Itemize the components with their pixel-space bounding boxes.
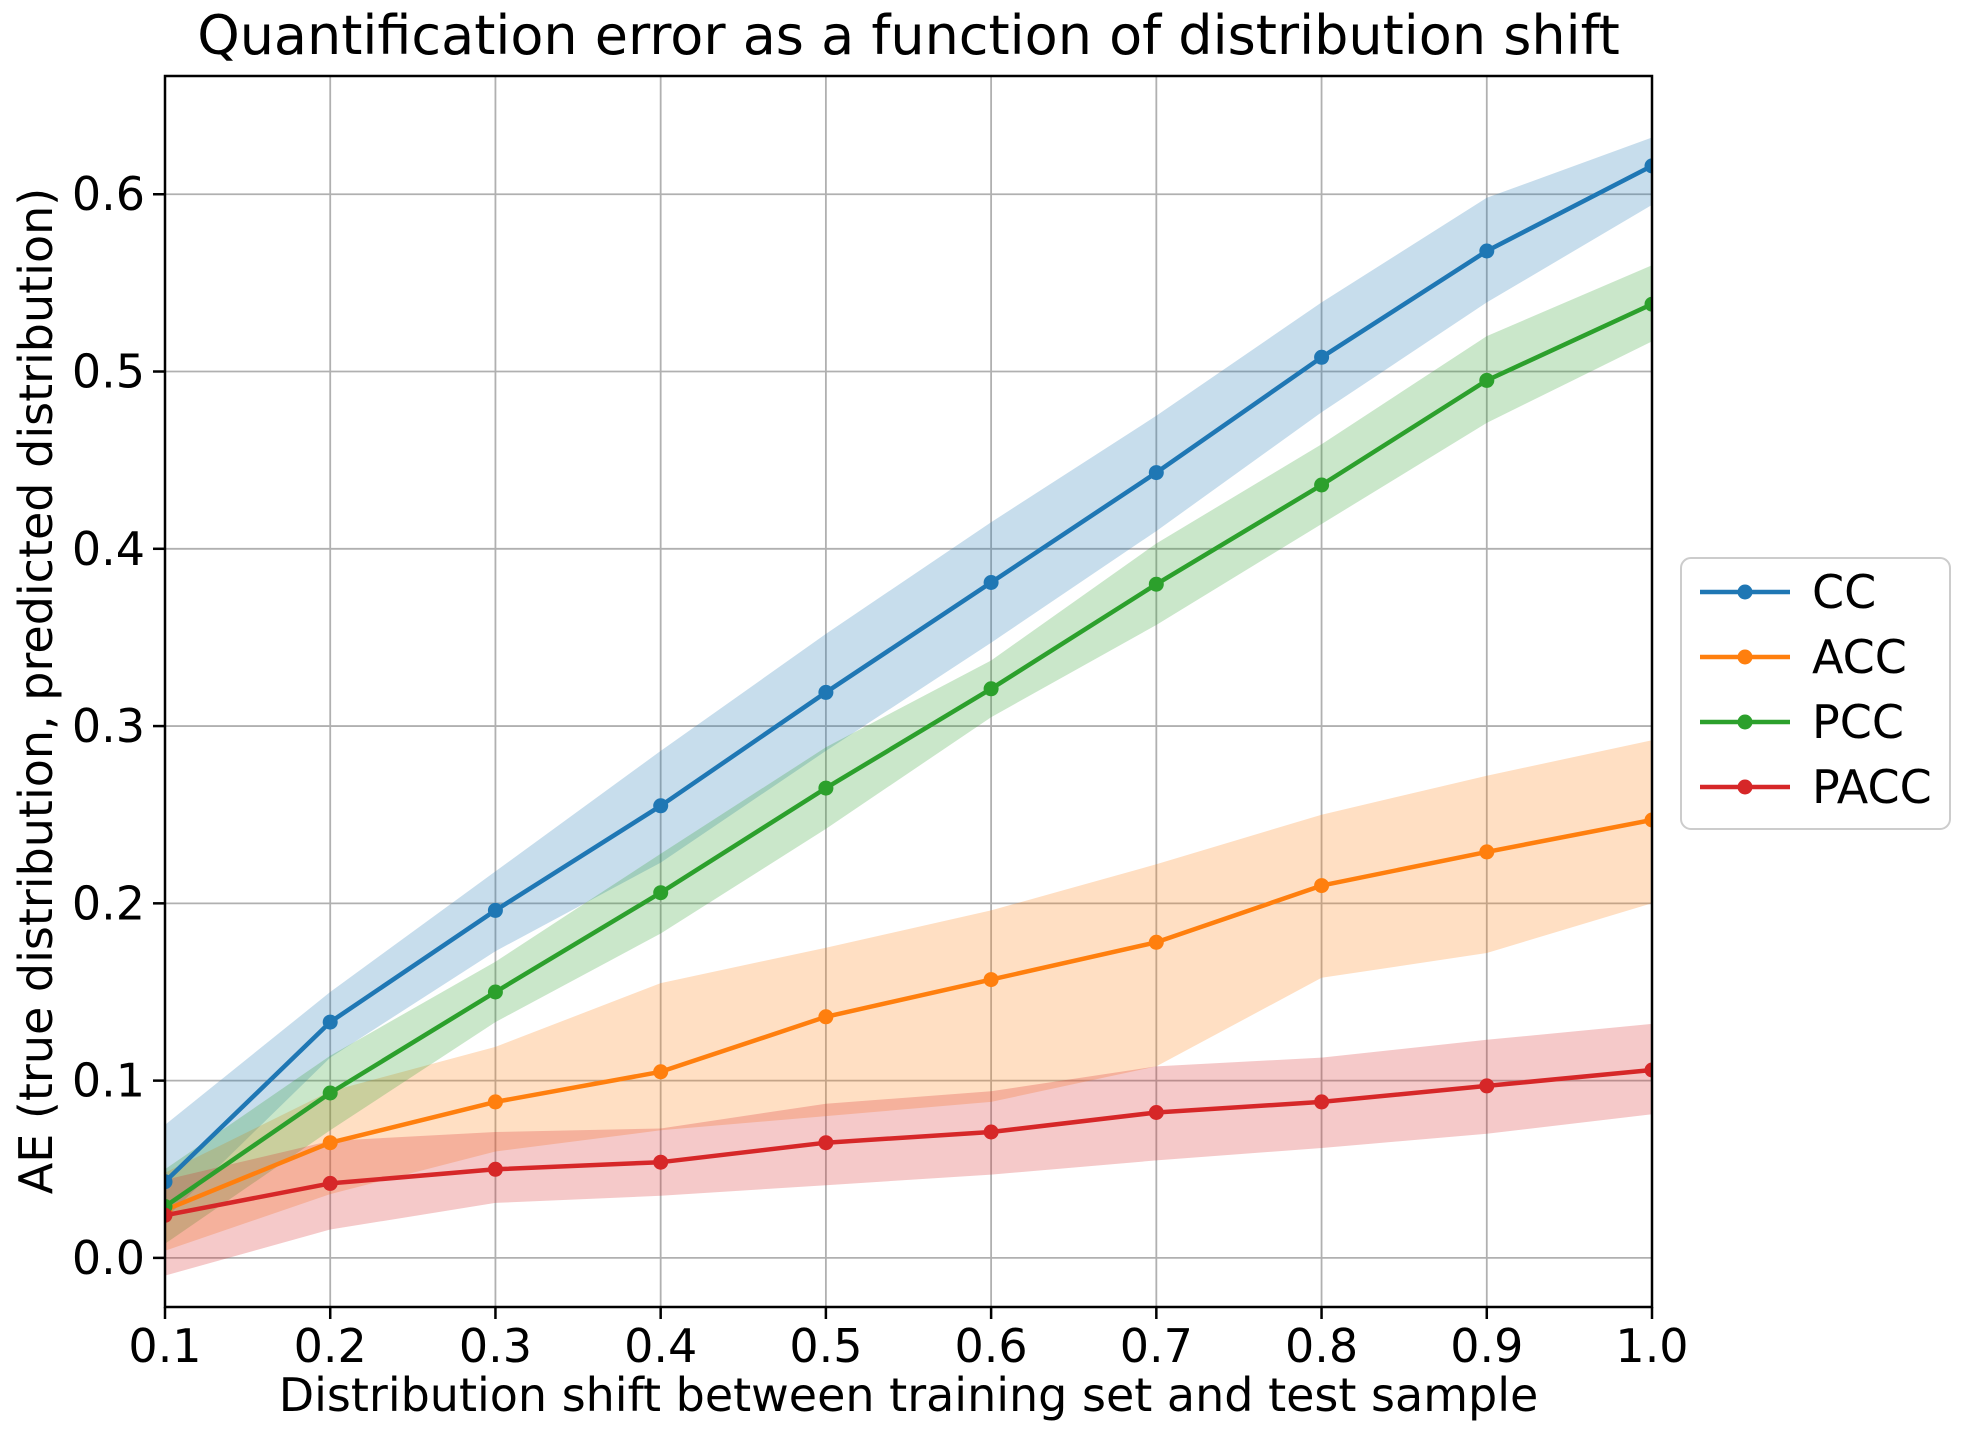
data-point-cc — [818, 684, 834, 700]
data-point-pcc — [1314, 477, 1330, 493]
x-axis-label: Distribution shift between training set … — [278, 1368, 1539, 1422]
legend-box — [1680, 557, 1951, 830]
y-tick-label: 0.4 — [72, 522, 145, 576]
data-point-pacc — [487, 1161, 503, 1177]
data-point-acc — [983, 972, 999, 988]
series-cc — [165, 158, 1652, 1190]
data-point-pacc — [1148, 1105, 1164, 1120]
legend-item-pacc: PACC — [1700, 760, 1932, 814]
data-point-pacc — [1644, 1062, 1652, 1078]
data-point-cc — [165, 1174, 173, 1190]
legend-label: ACC — [1812, 630, 1907, 684]
legend-marker — [1737, 649, 1753, 665]
x-tick-label: 0.1 — [128, 1319, 201, 1373]
data-point-acc — [1644, 812, 1652, 828]
data-point-acc — [1479, 844, 1495, 860]
data-point-cc — [322, 1014, 338, 1030]
series-line-cc — [165, 163, 1652, 1184]
data-point-acc — [1148, 934, 1164, 950]
data-point-cc — [1479, 243, 1495, 259]
data-point-cc — [983, 575, 999, 590]
series-band-cc — [165, 137, 1652, 1219]
series-lines — [165, 158, 1652, 1223]
data-point-pacc — [322, 1175, 338, 1191]
data-point-pcc — [983, 681, 999, 697]
x-tick-label: 0.4 — [624, 1319, 697, 1373]
legend-marker — [1737, 584, 1753, 600]
x-tick-label: 0.6 — [955, 1319, 1028, 1373]
x-tick-label: 1.0 — [1615, 1319, 1688, 1373]
data-point-pacc — [653, 1154, 669, 1170]
x-tick-label: 0.9 — [1450, 1319, 1523, 1373]
x-tick-label: 0.8 — [1285, 1319, 1358, 1373]
x-tick-label: 0.5 — [789, 1319, 862, 1373]
y-tick-label: 0.1 — [72, 1054, 145, 1108]
data-point-acc — [487, 1094, 503, 1110]
legend-item-acc: ACC — [1700, 630, 1907, 684]
series-acc — [165, 812, 1652, 1218]
plot-border — [163, 74, 1654, 1309]
data-point-pcc — [1148, 576, 1164, 592]
y-tick-label: 0.0 — [72, 1231, 145, 1285]
x-tick-label: 0.7 — [1120, 1319, 1193, 1373]
y-tick-label: 0.6 — [72, 167, 145, 221]
x-tick-label: 0.3 — [459, 1319, 532, 1373]
data-point-pcc — [818, 780, 834, 796]
axes — [153, 74, 1654, 1319]
legend-item-pcc: PCC — [1700, 695, 1904, 749]
data-point-acc — [322, 1135, 338, 1151]
series-line-acc — [165, 817, 1652, 1213]
data-point-pacc — [1479, 1078, 1495, 1094]
data-point-pacc — [818, 1135, 834, 1151]
series-pcc — [165, 296, 1652, 1214]
confidence-bands — [165, 137, 1652, 1276]
chart-title: Quantification error as a function of di… — [197, 4, 1620, 67]
data-point-acc — [818, 1009, 834, 1025]
data-point-pacc — [1314, 1094, 1330, 1110]
data-point-pcc — [487, 984, 503, 1000]
series-pacc — [165, 1062, 1652, 1223]
data-point-pcc — [322, 1085, 338, 1101]
data-point-pacc — [165, 1207, 173, 1223]
data-point-pcc — [1479, 372, 1495, 388]
series-band-pacc — [165, 1023, 1652, 1276]
y-tick-label: 0.3 — [72, 699, 145, 753]
legend-item-cc: CC — [1700, 565, 1876, 619]
y-tick-label: 0.2 — [72, 876, 145, 930]
series-line-pcc — [165, 301, 1652, 1209]
legend: CC ACC PCC PACC — [1680, 557, 1951, 830]
series-band-acc — [165, 740, 1652, 1251]
data-point-cc — [487, 902, 503, 918]
data-point-acc — [653, 1064, 669, 1080]
data-point-cc — [653, 798, 669, 814]
tick-labels: 0.1 0.2 0.3 0.4 0.5 0.6 0.7 0.8 0.9 1.0 0.0 0.1 0.2 0… — [72, 167, 1689, 1373]
legend-marker — [1737, 714, 1753, 730]
legend-label: PCC — [1812, 695, 1904, 749]
series-line-pacc — [165, 1067, 1652, 1218]
data-point-pcc — [1644, 296, 1652, 312]
data-point-cc — [1644, 158, 1652, 174]
data-point-pacc — [983, 1124, 999, 1140]
data-point-pcc — [653, 885, 669, 901]
data-point-cc — [1148, 465, 1164, 481]
data-point-cc — [1314, 349, 1330, 365]
data-point-acc — [1314, 878, 1330, 894]
legend-marker — [1737, 779, 1753, 795]
legend-label: PACC — [1812, 760, 1932, 814]
y-tick-label: 0.5 — [72, 345, 145, 399]
x-tick-label: 0.2 — [294, 1319, 367, 1373]
legend-label: CC — [1812, 565, 1876, 619]
